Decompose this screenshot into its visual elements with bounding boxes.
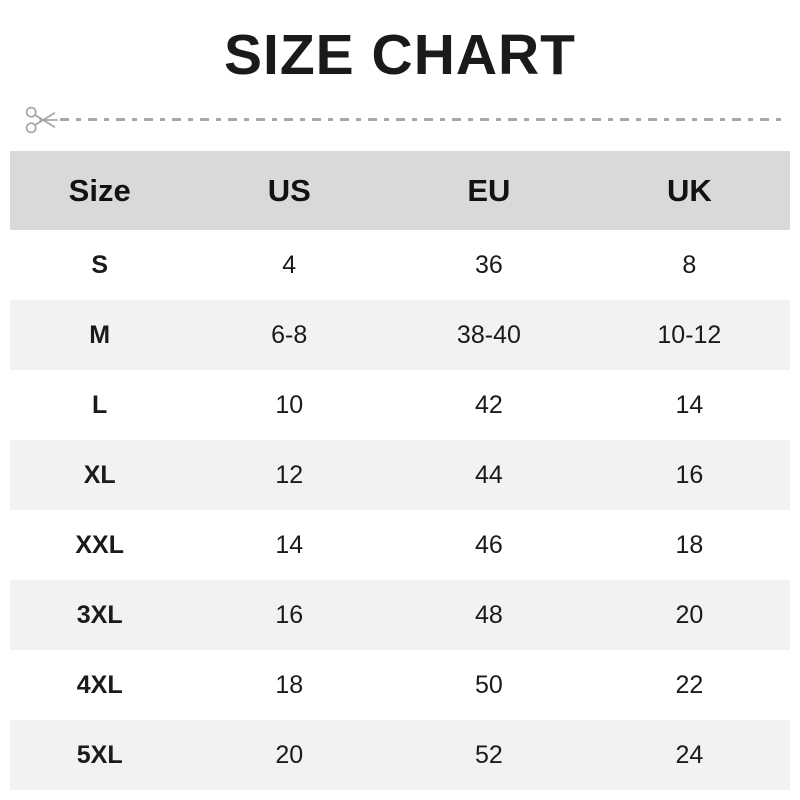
size-table-container: Size US EU UK S 4 36 8 M 6-8 38-40 10-12: [10, 151, 790, 790]
cell-us: 6-8: [271, 320, 308, 349]
column-header-uk: UK: [666, 172, 712, 208]
cell-us: 20: [275, 740, 304, 769]
page-title: SIZE CHART: [224, 23, 576, 87]
cell-eu: 44: [474, 460, 503, 489]
cell-us: 14: [275, 530, 304, 559]
cell-eu: 36: [474, 250, 503, 279]
cell-size: 3XL: [76, 600, 123, 629]
cell-uk: 8: [682, 250, 697, 279]
size-chart-table: Size US EU UK S 4 36 8 M 6-8 38-40 10-12: [10, 151, 790, 790]
cell-us: 16: [275, 600, 304, 629]
cell-size: XXL: [75, 530, 124, 559]
cell-eu: 38-40: [456, 320, 521, 349]
cell-eu: 52: [474, 740, 503, 769]
cell-uk: 24: [675, 740, 704, 769]
column-header-us: US: [267, 172, 311, 208]
cut-here-divider: [0, 100, 800, 140]
table-body: S 4 36 8 M 6-8 38-40 10-12 L 10 42 14: [10, 230, 790, 790]
cell-size: L: [92, 390, 108, 419]
table-row: 5XL 20 52 24: [10, 720, 790, 790]
cell-size: 4XL: [76, 670, 123, 699]
column-header-eu: EU: [467, 172, 511, 208]
cell-uk: 18: [675, 530, 704, 559]
dashed-cut-line: [60, 118, 782, 122]
cell-uk: 20: [675, 600, 704, 629]
table-header-row: Size US EU UK: [10, 151, 790, 230]
cell-eu: 48: [474, 600, 503, 629]
title-container: SIZE CHART: [0, 0, 800, 86]
cell-us: 12: [275, 460, 304, 489]
cell-eu: 46: [474, 530, 503, 559]
table-row: S 4 36 8: [10, 230, 790, 300]
cell-size: XL: [83, 460, 116, 489]
table-row: 3XL 16 48 20: [10, 580, 790, 650]
cell-size: S: [91, 250, 109, 279]
cell-us: 18: [275, 670, 304, 699]
cell-us: 10: [275, 390, 304, 419]
scissors-icon: [25, 106, 58, 134]
cell-uk: 10-12: [657, 320, 722, 349]
table-row: XL 12 44 16: [10, 440, 790, 510]
table-row: M 6-8 38-40 10-12: [10, 300, 790, 370]
cell-eu: 42: [474, 390, 503, 419]
cell-eu: 50: [474, 670, 503, 699]
cell-size: M: [89, 320, 111, 349]
table-header: Size US EU UK: [10, 151, 790, 230]
column-header-size: Size: [68, 172, 131, 208]
table-row: XXL 14 46 18: [10, 510, 790, 580]
table-row: L 10 42 14: [10, 370, 790, 440]
cell-size: 5XL: [76, 740, 123, 769]
cell-uk: 16: [675, 460, 704, 489]
cell-us: 4: [282, 250, 297, 279]
cell-uk: 14: [675, 390, 704, 419]
table-row: 4XL 18 50 22: [10, 650, 790, 720]
cell-uk: 22: [675, 670, 704, 699]
